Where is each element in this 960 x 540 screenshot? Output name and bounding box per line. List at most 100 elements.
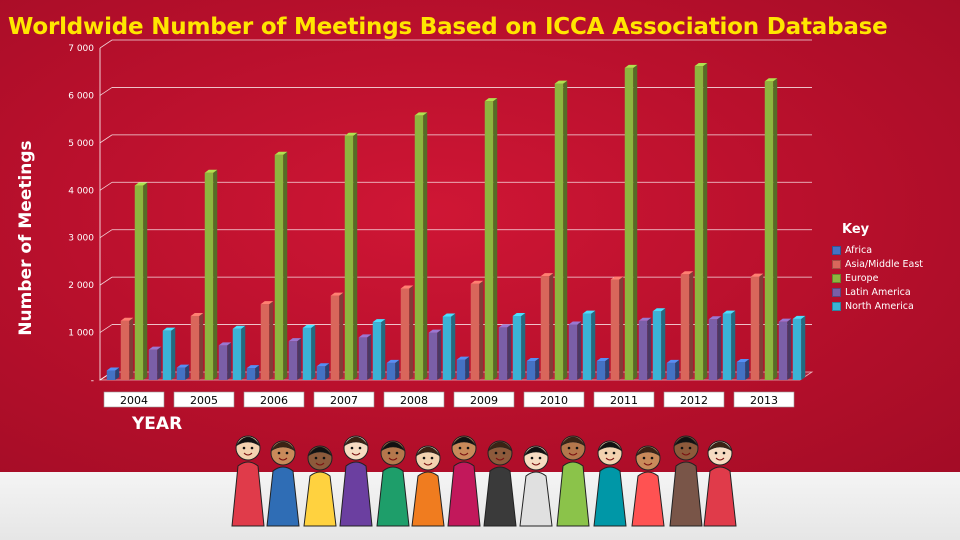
person-hair-icon bbox=[523, 446, 549, 457]
person-mouth-icon bbox=[531, 462, 541, 466]
person-hair-icon bbox=[235, 436, 261, 447]
bar-africa-2012 bbox=[666, 362, 676, 380]
bar-latin-america-2005 bbox=[218, 345, 228, 380]
person-mouth-icon bbox=[681, 452, 691, 456]
bar-africa-2008 bbox=[386, 362, 396, 380]
person-eye-icon bbox=[358, 446, 362, 450]
person-hair-icon bbox=[415, 446, 441, 457]
x-tick-box bbox=[663, 391, 725, 408]
person-hair-icon bbox=[380, 441, 406, 452]
bar-side-asia-middle-east-2013 bbox=[759, 273, 764, 380]
bar-top-africa-2013 bbox=[736, 358, 750, 362]
person-mouth-icon bbox=[388, 457, 398, 461]
legend-swatch bbox=[832, 245, 841, 255]
bar-africa-2011 bbox=[596, 361, 606, 380]
bar-side-latin-america-2007 bbox=[367, 334, 372, 380]
bar-top-latin-america-2004 bbox=[148, 346, 162, 350]
bar-side-europe-2012 bbox=[703, 63, 708, 380]
person-body-icon bbox=[231, 461, 265, 527]
bar-top-asia-middle-east-2007 bbox=[330, 292, 344, 296]
bar-side-asia-middle-east-2012 bbox=[689, 271, 694, 380]
bar-north-america-2006 bbox=[302, 327, 312, 380]
bar-europe-2011 bbox=[624, 67, 634, 381]
bar-top-latin-america-2009 bbox=[498, 324, 512, 328]
bar-europe-2013 bbox=[764, 81, 774, 380]
bar-top-africa-2011 bbox=[596, 358, 610, 362]
person-eye-icon bbox=[250, 446, 254, 450]
bar-top-latin-america-2010 bbox=[568, 321, 582, 325]
bar-africa-2007 bbox=[316, 366, 326, 380]
bar-top-latin-america-2008 bbox=[428, 329, 442, 333]
person-eye-icon bbox=[567, 446, 571, 450]
person-body-icon bbox=[303, 471, 337, 527]
bar-asia-middle-east-2010 bbox=[540, 276, 550, 380]
bar-side-africa-2009 bbox=[465, 356, 470, 380]
bar-latin-america-2009 bbox=[498, 327, 508, 380]
bar-side-north-america-2013 bbox=[801, 315, 806, 380]
bar-top-asia-middle-east-2008 bbox=[400, 285, 414, 289]
gridline-depth bbox=[99, 229, 113, 239]
bar-top-asia-middle-east-2010 bbox=[540, 273, 554, 277]
bar-side-latin-america-2004 bbox=[157, 346, 162, 380]
person-eye-icon bbox=[395, 451, 399, 455]
person-body-icon bbox=[376, 466, 410, 527]
bar-side-north-america-2009 bbox=[521, 312, 526, 380]
person-hair-icon bbox=[270, 441, 296, 452]
bar-africa-2009 bbox=[456, 359, 466, 380]
person-hair-icon bbox=[343, 436, 369, 447]
bar-europe-2004 bbox=[134, 185, 144, 380]
person-eye-icon bbox=[422, 456, 426, 460]
bar-latin-america-2011 bbox=[638, 320, 648, 380]
bar-north-america-2012 bbox=[722, 313, 732, 380]
legend-item: Latin America bbox=[832, 285, 923, 299]
bar-top-europe-2013 bbox=[764, 78, 778, 82]
bar-side-asia-middle-east-2004 bbox=[129, 317, 134, 380]
gridline-depth bbox=[99, 276, 113, 286]
bar-side-europe-2011 bbox=[633, 64, 638, 381]
bar-top-latin-america-2005 bbox=[218, 342, 232, 346]
person-hair-icon bbox=[635, 446, 661, 457]
bar-top-africa-2012 bbox=[666, 359, 680, 363]
bar-top-asia-middle-east-2006 bbox=[260, 301, 274, 305]
bar-side-north-america-2008 bbox=[451, 313, 456, 380]
y-tick-label: 7 000 bbox=[68, 44, 94, 54]
bar-top-north-america-2013 bbox=[792, 315, 806, 319]
person-eye-icon bbox=[722, 451, 726, 455]
bar-top-europe-2006 bbox=[274, 151, 288, 155]
slide-footer-band bbox=[0, 472, 960, 540]
legend-items: Africa Asia/Middle East Europe Latin Americ… bbox=[832, 243, 923, 313]
bar-africa-2005 bbox=[176, 367, 186, 380]
person-mouth-icon bbox=[568, 452, 578, 456]
legend-label: Africa bbox=[845, 244, 873, 256]
bar-europe-2012 bbox=[694, 66, 704, 380]
bar-top-asia-middle-east-2005 bbox=[190, 312, 204, 316]
gridline-depth bbox=[99, 134, 113, 144]
bar-side-asia-middle-east-2010 bbox=[549, 273, 554, 380]
bar-side-africa-2013 bbox=[745, 358, 750, 380]
bar-latin-america-2007 bbox=[358, 337, 368, 380]
person-mouth-icon bbox=[643, 462, 653, 466]
person-body-icon bbox=[411, 471, 445, 527]
x-tick-box bbox=[383, 391, 445, 408]
bar-top-europe-2011 bbox=[624, 64, 638, 68]
person-eye-icon bbox=[688, 446, 692, 450]
bar-side-asia-middle-east-2009 bbox=[479, 280, 484, 380]
person-hair-icon bbox=[451, 436, 477, 447]
bar-side-asia-middle-east-2007 bbox=[339, 292, 344, 380]
person-eye-icon bbox=[538, 456, 542, 460]
bar-side-asia-middle-east-2008 bbox=[409, 285, 414, 380]
bar-side-africa-2007 bbox=[325, 363, 330, 380]
person-body-icon bbox=[631, 471, 665, 527]
y-tick-label: 3 000 bbox=[68, 234, 94, 244]
bar-top-north-america-2006 bbox=[302, 324, 316, 328]
bar-north-america-2005 bbox=[232, 328, 242, 380]
person-mouth-icon bbox=[243, 452, 253, 456]
bar-africa-2006 bbox=[246, 368, 256, 380]
person-eye-icon bbox=[430, 456, 434, 460]
slide-title: Worldwide Number of Meetings Based on IC… bbox=[8, 14, 888, 40]
x-tick-label: 2005 bbox=[190, 394, 218, 407]
x-tick-box bbox=[523, 391, 585, 408]
bar-europe-2005 bbox=[204, 172, 214, 380]
bar-top-africa-2006 bbox=[246, 365, 260, 369]
